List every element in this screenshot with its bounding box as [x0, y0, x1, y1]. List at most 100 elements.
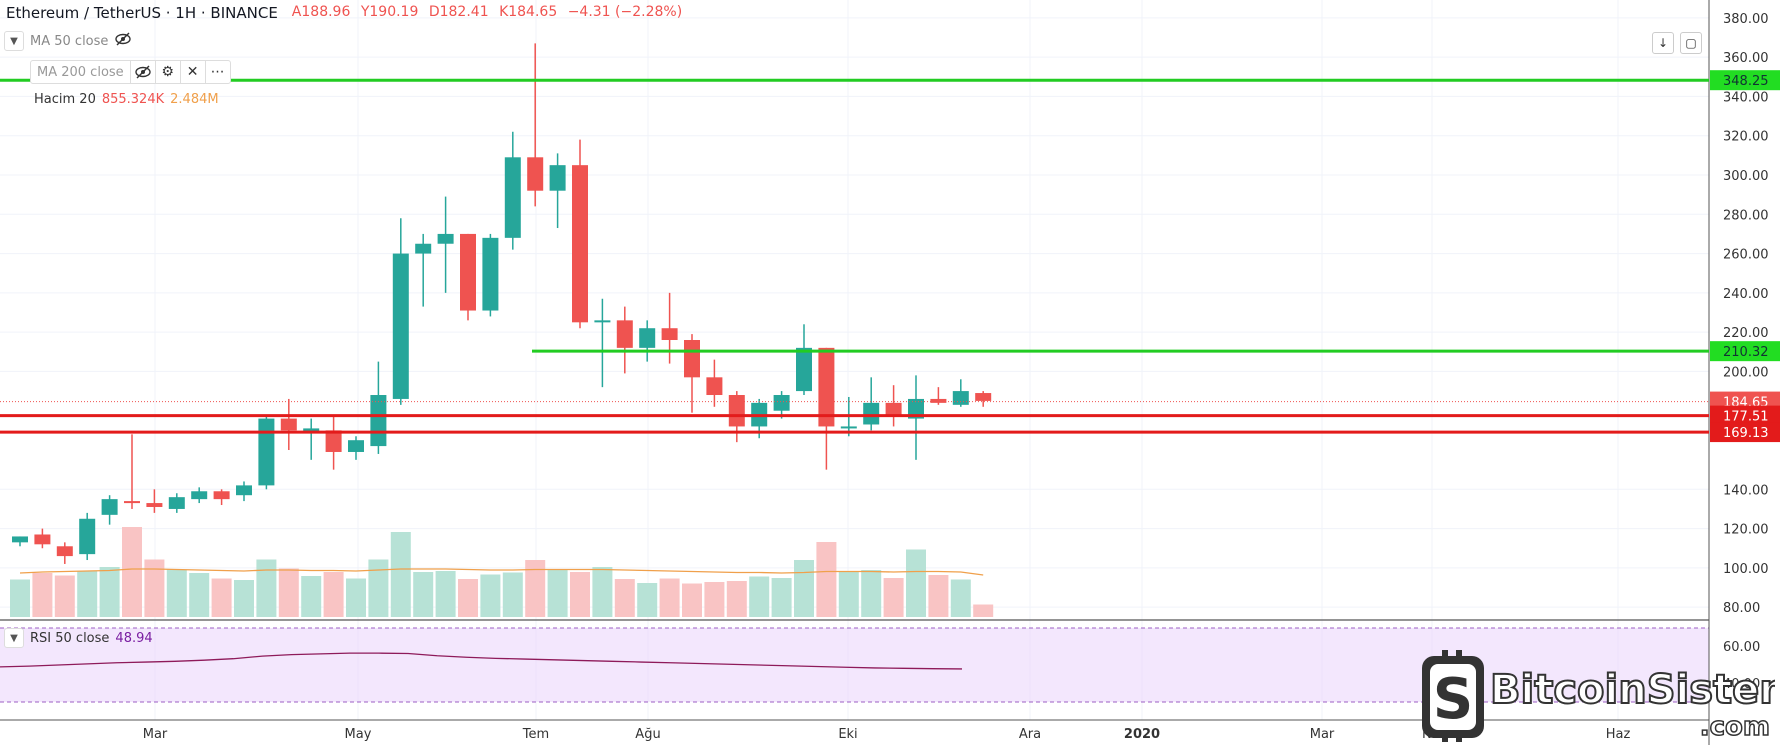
candle-body: [370, 395, 387, 447]
close-value: K184.65: [499, 4, 558, 20]
price-label: 210.32: [1723, 345, 1769, 360]
candle-body: [12, 536, 28, 543]
volume-bar: [32, 573, 53, 617]
candle-body: [34, 534, 51, 545]
candle-body: [661, 328, 678, 341]
volume-bar: [346, 578, 366, 617]
volume-bar: [390, 532, 411, 617]
volume-bar: [413, 572, 434, 617]
candle-body: [930, 398, 947, 403]
volume-bar: [502, 572, 523, 617]
volume-bar: [614, 579, 635, 617]
candle-body: [504, 157, 521, 238]
candle-body: [101, 499, 118, 515]
volume-bar: [435, 571, 456, 617]
volume-label: Hacim 20: [34, 92, 96, 107]
watermark-brand: BitcoinSistemi: [1490, 667, 1775, 713]
price-label-box: [1710, 405, 1780, 426]
candle-body: [392, 253, 409, 399]
volume-bar: [771, 578, 792, 617]
candle-body: [146, 503, 163, 507]
price-label: 177.51: [1723, 410, 1769, 425]
volume-bar: [10, 579, 30, 617]
candle-body: [280, 418, 297, 431]
volume-value-2: 2.484M: [170, 92, 219, 107]
price-label-box: [1710, 341, 1780, 362]
candle-body: [168, 497, 185, 509]
volume-bar: [234, 580, 254, 617]
rsi-tick-label: 40.00: [1723, 677, 1760, 692]
x-tick-label: Ağu: [635, 727, 660, 742]
candle-body: [616, 320, 633, 348]
volume-bar: [950, 579, 971, 617]
volume-value-1: 855.324K: [101, 92, 165, 107]
volume-bar: [682, 583, 702, 617]
candle-body: [124, 501, 140, 504]
candle-body: [213, 491, 230, 500]
volume-bar: [973, 604, 994, 617]
candle-body: [639, 328, 656, 348]
gear-icon[interactable]: ⚙: [154, 61, 180, 83]
x-tick-label: Haz: [1606, 727, 1631, 742]
candle-body: [975, 393, 992, 401]
close-icon[interactable]: ✕: [179, 61, 205, 83]
rsi-tick-label: 60.00: [1723, 640, 1760, 655]
download-icon[interactable]: ↓: [1652, 32, 1674, 54]
y-tick-label: 360.00: [1723, 51, 1769, 66]
x-tick-label: Mar: [1310, 727, 1335, 742]
rsi-label: RSI 50 close: [30, 630, 110, 646]
x-tick-label: Tem: [522, 727, 549, 742]
y-tick-label: 220.00: [1723, 326, 1769, 341]
candle-body: [56, 546, 73, 557]
y-tick-label: 320.00: [1723, 130, 1769, 145]
candle-body: [191, 491, 208, 500]
bitcoinsistemi-logo: S BitcoinSistemi .com: [1422, 650, 1775, 743]
volume-bar: [189, 573, 210, 617]
chevron-down-icon[interactable]: ▼: [4, 628, 24, 648]
volume-bar: [368, 559, 389, 617]
candle-body: [908, 398, 924, 419]
volume-bar: [144, 559, 165, 617]
volume-bar: [480, 574, 501, 617]
eye-off-icon[interactable]: [114, 32, 132, 50]
y-tick-label: 380.00: [1723, 12, 1769, 27]
volume-bar: [883, 578, 904, 617]
candle-body: [572, 165, 588, 323]
volume-bar: [122, 527, 142, 617]
candle-body: [527, 157, 544, 191]
candle-body: [415, 243, 432, 254]
rsi-line: [0, 652, 963, 670]
volume-bar: [166, 569, 187, 617]
volume-bar: [301, 576, 322, 617]
rsi-value: 48.94: [115, 630, 153, 646]
ma50-legend: ▼ MA 50 close: [4, 31, 132, 51]
candle-body: [728, 395, 745, 427]
y-tick-label: 100.00: [1723, 562, 1769, 577]
candle-body: [325, 430, 342, 452]
volume-ma-line: [19, 568, 984, 576]
volume-bar: [794, 560, 814, 617]
symbol-title: Ethereum / TetherUS · 1H · BINANCE: [6, 4, 278, 22]
fullscreen-icon[interactable]: ▢: [1680, 32, 1702, 54]
eye-off-icon[interactable]: [129, 61, 155, 83]
volume-bar: [637, 583, 658, 617]
ma50-label[interactable]: MA 50 close: [30, 33, 109, 49]
candle-body: [594, 320, 611, 323]
y-tick-label: 140.00: [1723, 483, 1769, 498]
volume-bar: [54, 575, 75, 617]
more-icon[interactable]: ⋯: [204, 61, 230, 83]
volume-bar: [861, 570, 882, 617]
ma200-box[interactable]: MA 200 close ⚙ ✕ ⋯: [30, 60, 231, 84]
chevron-down-icon[interactable]: ▼: [4, 31, 24, 51]
price-label-box: [1710, 70, 1780, 91]
change-value: −4.31 (−2.28%): [567, 4, 683, 20]
y-tick-label: 200.00: [1723, 365, 1769, 380]
x-tick-label: Ara: [1019, 727, 1041, 742]
high-value: Y190.19: [360, 4, 419, 20]
symbol-header: Ethereum / TetherUS · 1H · BINANCE A188.…: [6, 4, 688, 22]
volume-bar: [659, 578, 680, 617]
rsi-legend: ▼ RSI 50 close 48.94: [4, 628, 153, 648]
low-value: D182.41: [428, 4, 489, 20]
volume-bar: [570, 572, 590, 617]
